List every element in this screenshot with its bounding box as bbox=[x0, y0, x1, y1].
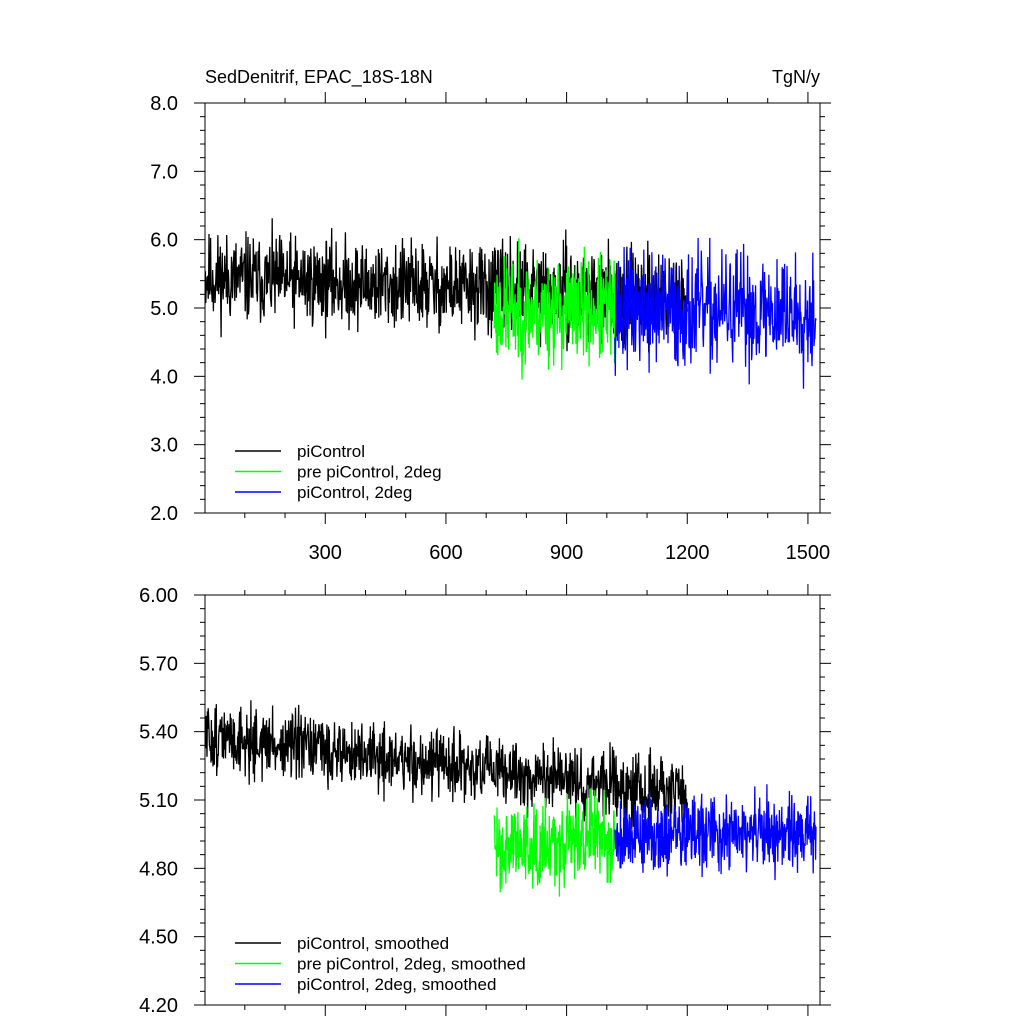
top-panel: 300 600 900 1200 1500 2.0 3.0 4.0 5.0 6.0 7.0 8.0 pi… bbox=[150, 92, 831, 564]
top-x-tick-label: 300 bbox=[309, 542, 342, 564]
top-x-tick-label: 600 bbox=[429, 542, 462, 564]
bottom-y-tick-label: 5.40 bbox=[139, 722, 178, 744]
bottom-legend-label: piControl, 2deg, smoothed bbox=[297, 975, 496, 994]
bottom-y-tick-label: 6.00 bbox=[139, 585, 178, 607]
chart-title: SedDenitrif, EPAC_18S-18N bbox=[205, 67, 433, 88]
bottom-y-tick-label: 4.20 bbox=[139, 995, 178, 1017]
bottom-y-tick-label: 4.50 bbox=[139, 927, 178, 949]
bottom-series-line-2 bbox=[493, 787, 616, 897]
top-y-tick-label: 6.0 bbox=[150, 230, 178, 252]
bottom-series-line-1 bbox=[205, 700, 688, 831]
top-series-line-2 bbox=[493, 238, 616, 380]
top-y-tick-label: 3.0 bbox=[150, 435, 178, 457]
bottom-y-tick-label: 5.10 bbox=[139, 790, 178, 812]
bottom-y-tick-label: 5.70 bbox=[139, 653, 178, 675]
top-x-tick-label: 1500 bbox=[786, 542, 831, 564]
bottom-panel: 4.20 4.50 4.80 5.10 5.40 5.70 6.00 piControl, s… bbox=[139, 584, 831, 1017]
top-y-tick-label: 7.0 bbox=[150, 161, 178, 183]
top-y-tick-label: 4.0 bbox=[150, 366, 178, 388]
bottom-y-tick-label: 4.80 bbox=[139, 858, 178, 880]
bottom-series-line-3 bbox=[614, 784, 817, 881]
top-legend-label: piControl bbox=[297, 442, 365, 461]
top-legend-label: pre piControl, 2deg bbox=[297, 463, 442, 482]
bottom-legend: piControl, smoothed pre piControl, 2deg, … bbox=[235, 934, 526, 994]
top-y-tick-label: 2.0 bbox=[150, 503, 178, 525]
top-x-tick-label: 1200 bbox=[665, 542, 710, 564]
units-label: TgN/y bbox=[772, 67, 820, 87]
top-y-tick-label: 8.0 bbox=[150, 93, 178, 115]
top-legend-label: piControl, 2deg bbox=[297, 483, 412, 502]
top-y-tick-label: 5.0 bbox=[150, 298, 178, 320]
bottom-legend-label: pre piControl, 2deg, smoothed bbox=[297, 955, 526, 974]
top-x-tick-label: 900 bbox=[550, 542, 583, 564]
top-series-line-1 bbox=[205, 218, 688, 353]
bottom-legend-label: piControl, smoothed bbox=[297, 934, 449, 953]
top-series-line-3 bbox=[614, 237, 817, 389]
